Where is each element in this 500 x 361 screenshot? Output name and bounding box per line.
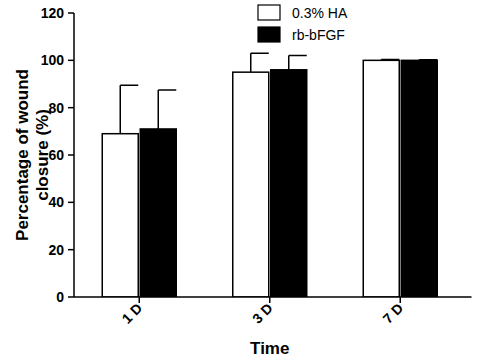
x-tick-label: 1 D: [119, 300, 146, 327]
x-tick: [400, 297, 402, 303]
bar: [233, 72, 269, 297]
y-tick-label: 0: [56, 289, 64, 305]
y-tick: [68, 249, 74, 251]
bar: [102, 134, 138, 297]
y-tick-label: 100: [41, 52, 65, 68]
y-tick: [68, 154, 74, 156]
y-tick-label: 120: [41, 5, 65, 21]
plot-area: [102, 53, 437, 297]
error-stem: [250, 53, 252, 72]
error-bar: [289, 56, 307, 70]
y-tick: [68, 202, 74, 204]
legend-swatch: [258, 5, 280, 20]
error-stem: [288, 56, 290, 70]
bar: [363, 60, 399, 297]
error-bar: [120, 85, 138, 134]
error-cap: [289, 55, 307, 57]
bar: [401, 60, 437, 297]
chart: 0204060801001201 D3 D7 DTimePercentage o…: [0, 0, 500, 361]
legend-swatch: [258, 27, 280, 42]
y-tick: [68, 12, 74, 14]
error-bar: [419, 59, 437, 60]
y-tick-label: 20: [48, 242, 64, 258]
bar: [271, 70, 307, 297]
x-tick-label: 3 D: [249, 300, 276, 327]
error-cap: [381, 59, 399, 61]
bar: [140, 129, 176, 297]
x-axis: [74, 296, 472, 298]
legend-label: rb-bFGF: [292, 27, 345, 43]
x-axis-label: Time: [250, 339, 289, 358]
legend-label: 0.3% HA: [292, 5, 348, 21]
error-bar: [381, 59, 399, 61]
y-axis-label-line: Percentage of wound: [13, 69, 32, 241]
error-cap: [158, 89, 176, 91]
error-stem: [158, 90, 160, 129]
x-tick: [269, 297, 271, 303]
y-tick: [68, 107, 74, 109]
x-tick-label: 7 D: [380, 300, 407, 327]
error-cap: [120, 84, 138, 86]
error-stem: [120, 85, 122, 134]
y-tick: [68, 60, 74, 62]
error-bar: [158, 90, 176, 129]
y-tick: [68, 296, 74, 298]
x-tick: [139, 297, 141, 303]
error-cap: [419, 59, 437, 61]
legend: 0.3% HA rb-bFGF: [258, 5, 348, 43]
error-cap: [251, 52, 269, 54]
y-axis-label: Percentage of woundclosure (%): [13, 69, 52, 241]
y-axis-label-line: closure (%): [33, 109, 52, 201]
error-bar: [251, 53, 269, 72]
